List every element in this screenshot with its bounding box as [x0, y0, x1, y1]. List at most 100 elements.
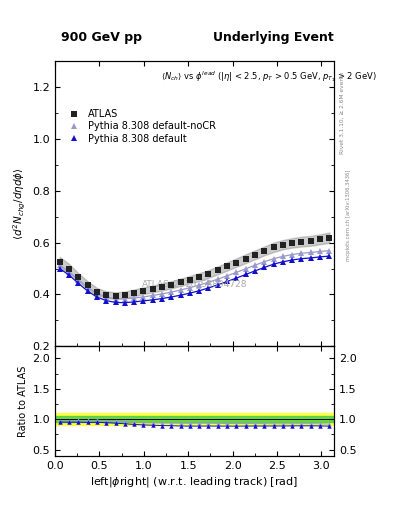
- ATLAS: [215, 267, 220, 273]
- Pythia 8.308 default-noCR: [76, 276, 81, 283]
- ATLAS: [132, 290, 136, 296]
- Pythia 8.308 default-noCR: [309, 249, 313, 255]
- ATLAS: [94, 288, 99, 294]
- ATLAS: [243, 255, 248, 262]
- Pythia 8.308 default-noCR: [104, 294, 108, 300]
- Pythia 8.308 default: [215, 282, 220, 288]
- ATLAS: [76, 274, 81, 281]
- Pythia 8.308 default-noCR: [262, 259, 266, 265]
- ATLAS: [271, 244, 276, 250]
- Pythia 8.308 default-noCR: [141, 294, 146, 300]
- Pythia 8.308 default-noCR: [66, 269, 71, 275]
- ATLAS: [327, 234, 332, 241]
- Pythia 8.308 default: [318, 254, 323, 260]
- Pythia 8.308 default: [253, 268, 257, 274]
- Legend: ATLAS, Pythia 8.308 default-noCR, Pythia 8.308 default: ATLAS, Pythia 8.308 default-noCR, Pythia…: [66, 109, 216, 144]
- Pythia 8.308 default-noCR: [57, 262, 62, 268]
- Pythia 8.308 default-noCR: [290, 251, 294, 258]
- Pythia 8.308 default-noCR: [187, 285, 192, 291]
- Text: mcplots.cern.ch [arXiv:1306.3436]: mcplots.cern.ch [arXiv:1306.3436]: [346, 169, 351, 261]
- Pythia 8.308 default-noCR: [122, 296, 127, 302]
- ATLAS: [253, 252, 257, 258]
- ATLAS: [206, 271, 211, 277]
- Pythia 8.308 default: [262, 264, 266, 270]
- Pythia 8.308 default-noCR: [225, 273, 230, 279]
- Pythia 8.308 default-noCR: [178, 287, 183, 293]
- Pythia 8.308 default: [271, 261, 276, 267]
- ATLAS: [169, 282, 174, 288]
- Pythia 8.308 default: [113, 300, 118, 306]
- Pythia 8.308 default: [141, 298, 146, 304]
- Pythia 8.308 default-noCR: [169, 289, 174, 295]
- Pythia 8.308 default-noCR: [215, 276, 220, 282]
- Pythia 8.308 default-noCR: [234, 269, 239, 275]
- ATLAS: [113, 293, 118, 299]
- Pythia 8.308 default-noCR: [327, 248, 332, 254]
- ATLAS: [318, 236, 323, 242]
- Pythia 8.308 default: [160, 295, 164, 302]
- ATLAS: [262, 248, 266, 254]
- Text: 900 GeV pp: 900 GeV pp: [61, 31, 142, 44]
- Line: Pythia 8.308 default: Pythia 8.308 default: [57, 253, 332, 305]
- Pythia 8.308 default: [169, 294, 174, 300]
- ATLAS: [57, 259, 62, 265]
- Pythia 8.308 default-noCR: [281, 253, 285, 260]
- Pythia 8.308 default: [187, 290, 192, 296]
- Pythia 8.308 default: [243, 271, 248, 278]
- ATLAS: [234, 260, 239, 266]
- ATLAS: [151, 286, 155, 292]
- Pythia 8.308 default-noCR: [318, 248, 323, 254]
- Pythia 8.308 default: [94, 294, 99, 300]
- Pythia 8.308 default-noCR: [271, 255, 276, 262]
- Pythia 8.308 default: [178, 292, 183, 298]
- Pythia 8.308 default: [309, 255, 313, 261]
- Pythia 8.308 default: [234, 275, 239, 281]
- Text: Rivet 3.1.10, ≥ 2.6M events: Rivet 3.1.10, ≥ 2.6M events: [340, 72, 345, 154]
- ATLAS: [178, 279, 183, 285]
- Pythia 8.308 default-noCR: [85, 284, 90, 290]
- ATLAS: [309, 238, 313, 244]
- ATLAS: [197, 274, 202, 280]
- Line: Pythia 8.308 default-noCR: Pythia 8.308 default-noCR: [57, 248, 332, 302]
- Pythia 8.308 default: [104, 297, 108, 304]
- Text: Underlying Event: Underlying Event: [213, 31, 333, 44]
- ATLAS: [104, 292, 108, 298]
- Pythia 8.308 default: [327, 253, 332, 259]
- Pythia 8.308 default-noCR: [113, 295, 118, 302]
- Pythia 8.308 default: [299, 255, 304, 262]
- Pythia 8.308 default-noCR: [94, 290, 99, 296]
- Pythia 8.308 default: [85, 288, 90, 294]
- Pythia 8.308 default: [76, 280, 81, 286]
- Pythia 8.308 default: [225, 279, 230, 285]
- Pythia 8.308 default-noCR: [151, 292, 155, 298]
- Pythia 8.308 default: [122, 300, 127, 306]
- Pythia 8.308 default-noCR: [243, 266, 248, 272]
- Pythia 8.308 default: [197, 288, 202, 294]
- ATLAS: [66, 265, 71, 271]
- Text: ATLAS_2010_S8894728: ATLAS_2010_S8894728: [142, 279, 247, 288]
- ATLAS: [85, 282, 90, 288]
- Pythia 8.308 default: [57, 265, 62, 271]
- ATLAS: [281, 242, 285, 248]
- Pythia 8.308 default-noCR: [132, 295, 136, 301]
- Pythia 8.308 default: [132, 299, 136, 305]
- Pythia 8.308 default: [66, 272, 71, 278]
- Y-axis label: Ratio to ATLAS: Ratio to ATLAS: [18, 365, 28, 437]
- Pythia 8.308 default: [151, 297, 155, 303]
- Text: $\langle N_{ch} \rangle$ vs $\phi^{lead}$ (|$\eta$| < 2.5, $p_T$ > 0.5 GeV, $p_{: $\langle N_{ch} \rangle$ vs $\phi^{lead}…: [161, 69, 377, 83]
- Pythia 8.308 default-noCR: [160, 291, 164, 297]
- Y-axis label: $\langle d^2 N_{chg}/d\eta d\phi \rangle$: $\langle d^2 N_{chg}/d\eta d\phi \rangle…: [12, 167, 28, 240]
- Pythia 8.308 default: [281, 259, 285, 265]
- Pythia 8.308 default-noCR: [197, 282, 202, 288]
- ATLAS: [160, 284, 164, 290]
- X-axis label: left|$\phi$right| (w.r.t. leading track) [rad]: left|$\phi$right| (w.r.t. leading track)…: [90, 475, 299, 489]
- Pythia 8.308 default-noCR: [299, 250, 304, 257]
- Pythia 8.308 default: [290, 257, 294, 263]
- ATLAS: [299, 239, 304, 245]
- ATLAS: [187, 276, 192, 283]
- ATLAS: [225, 263, 230, 269]
- Pythia 8.308 default-noCR: [206, 279, 211, 285]
- ATLAS: [290, 240, 294, 246]
- Pythia 8.308 default-noCR: [253, 262, 257, 268]
- ATLAS: [122, 292, 127, 298]
